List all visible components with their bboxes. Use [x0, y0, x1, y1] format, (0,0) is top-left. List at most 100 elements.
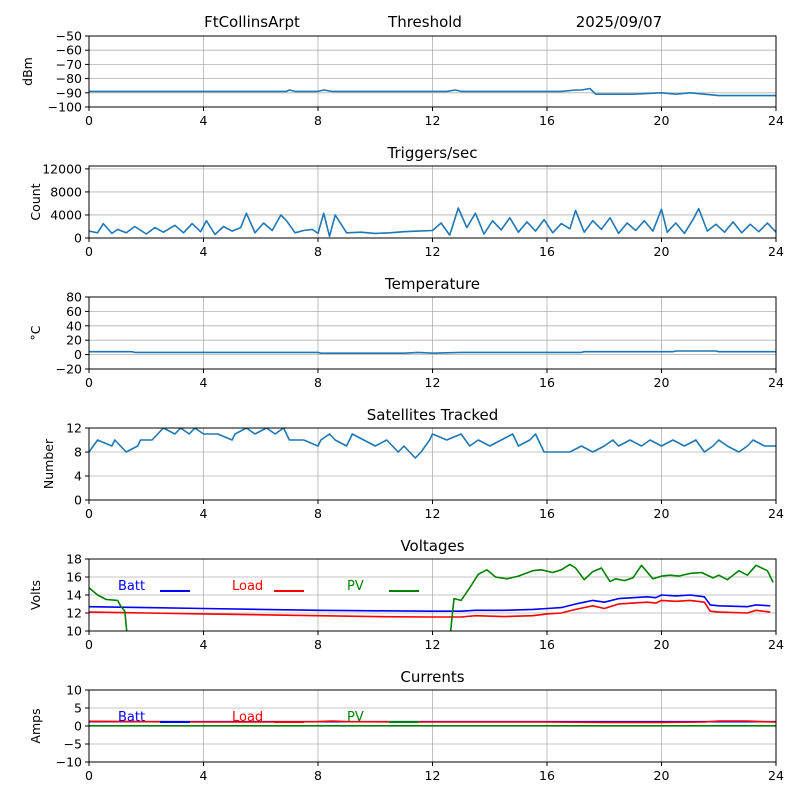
y-tick-label: −20 [56, 362, 82, 377]
x-tick-label: 24 [768, 768, 784, 783]
y-tick-label: −60 [56, 43, 82, 58]
series-line-pv [89, 563, 774, 631]
y-tick-label: 12 [66, 606, 82, 621]
x-tick-label: 8 [314, 768, 322, 783]
y-tick-label: 16 [66, 570, 82, 585]
y-tick-label: 10 [66, 624, 82, 639]
x-tick-label: 8 [314, 637, 322, 652]
x-tick-label: 8 [314, 506, 322, 521]
x-tick-label: 24 [768, 244, 784, 259]
panel-signal: 0 4 8 12 16 20 24 −100−90−80−70−60−50 dBm [20, 29, 784, 129]
x-tick-label: 16 [539, 506, 555, 521]
x-tick-label: 12 [425, 768, 441, 783]
panel-title: Voltages [400, 537, 464, 555]
series-line-load [89, 599, 771, 618]
x-tick-label: 16 [539, 244, 555, 259]
panel-title: Triggers/sec [387, 144, 478, 162]
panel-satellites: 0 4 8 12 16 20 24 0 4 8 12 Satellites Tracked Number [41, 406, 784, 521]
x-tick-label: 24 [768, 375, 784, 390]
x-tick-label: 20 [654, 113, 670, 128]
y-tick-label: −10 [56, 755, 82, 770]
x-tick-label: 8 [314, 375, 322, 390]
legend-label-batt: Batt [118, 579, 145, 594]
x-tick-label: 4 [200, 244, 208, 259]
panel-currents: 0 4 8 12 16 20 24 −10 −5 0 5 10 Currents Amps Batt Load… [28, 668, 784, 783]
x-tick-label: 12 [425, 506, 441, 521]
y-tick-label: −90 [56, 85, 82, 100]
x-tick-label: 0 [85, 113, 93, 128]
x-tick-label: 0 [85, 768, 93, 783]
y-axis-label: Volts [28, 580, 43, 610]
series-group [89, 87, 776, 97]
x-tick-label: 0 [85, 637, 93, 652]
y-tick-label: 4 [74, 469, 82, 484]
x-tick-label: 20 [654, 506, 670, 521]
y-tick-label: −5 [64, 737, 82, 752]
y-tick-label: −100 [48, 100, 82, 115]
series-line-0 [89, 428, 776, 459]
x-tick-label: 4 [200, 375, 208, 390]
y-tick-label: 10 [66, 683, 82, 698]
x-tick-label: 20 [654, 768, 670, 783]
series-group [89, 428, 776, 459]
x-tick-label: 16 [539, 375, 555, 390]
y-tick-label: 18 [66, 552, 82, 567]
y-tick-label: 0 [74, 493, 82, 508]
mode-label: Threshold [387, 13, 462, 31]
panel-title: Currents [400, 668, 464, 686]
series-group [89, 350, 776, 355]
x-tick-label: 20 [654, 244, 670, 259]
x-tick-label: 12 [425, 637, 441, 652]
x-tick-label: 8 [314, 244, 322, 259]
x-tick-label: 0 [85, 244, 93, 259]
y-tick-label: 0 [74, 347, 82, 362]
series-group [89, 563, 774, 631]
panel-title: Temperature [384, 275, 480, 293]
y-axis-label: Count [28, 183, 43, 220]
series-line-0 [89, 207, 776, 238]
y-tick-label: −70 [56, 57, 82, 72]
panel-voltages: 0 4 8 12 16 20 24 10 12 14 16 18 Voltages Volts Batt Lo… [28, 537, 784, 652]
y-tick-label: 8000 [50, 184, 82, 199]
x-tick-label: 16 [539, 113, 555, 128]
x-tick-label: 4 [200, 506, 208, 521]
legend-label-load: Load [232, 579, 263, 594]
series-line-0 [89, 350, 776, 355]
legend-label-batt: Batt [118, 710, 145, 725]
x-tick-label: 0 [85, 506, 93, 521]
y-tick-label: 80 [66, 290, 82, 305]
x-tick-label: 12 [425, 244, 441, 259]
x-tick-label: 16 [539, 768, 555, 783]
y-tick-label: 14 [66, 588, 82, 603]
y-tick-label: −50 [56, 29, 82, 44]
x-tick-label: 16 [539, 637, 555, 652]
series-line-load [89, 720, 776, 724]
y-tick-label: 8 [74, 445, 82, 460]
x-tick-label: 20 [654, 375, 670, 390]
legend-label-pv: PV [347, 579, 364, 594]
y-tick-label: 40 [66, 318, 82, 333]
y-tick-label: 12000 [42, 161, 82, 176]
y-tick-label: 12 [66, 421, 82, 436]
y-axis-label: Amps [28, 708, 43, 743]
x-tick-label: 12 [425, 113, 441, 128]
y-tick-label: −80 [56, 71, 82, 86]
panel-triggers: 0 4 8 12 16 20 24 0 4000 8000 12000 Triggers/sec Cou… [28, 144, 784, 259]
date-label: 2025/09/07 [576, 13, 662, 31]
panel-title: Satellites Tracked [367, 406, 498, 424]
x-tick-label: 12 [425, 375, 441, 390]
x-tick-label: 4 [200, 637, 208, 652]
x-tick-label: 8 [314, 113, 322, 128]
station-label: FtCollinsArpt [204, 13, 300, 31]
legend-label-load: Load [232, 710, 263, 725]
series-line-batt [89, 594, 771, 613]
y-tick-label: 60 [66, 304, 82, 319]
y-axis-label: Number [41, 438, 56, 489]
x-tick-label: 20 [654, 637, 670, 652]
y-axis-label: dBm [20, 57, 35, 86]
series-group [89, 207, 776, 238]
y-tick-label: 20 [66, 333, 82, 348]
x-tick-label: 24 [768, 637, 784, 652]
